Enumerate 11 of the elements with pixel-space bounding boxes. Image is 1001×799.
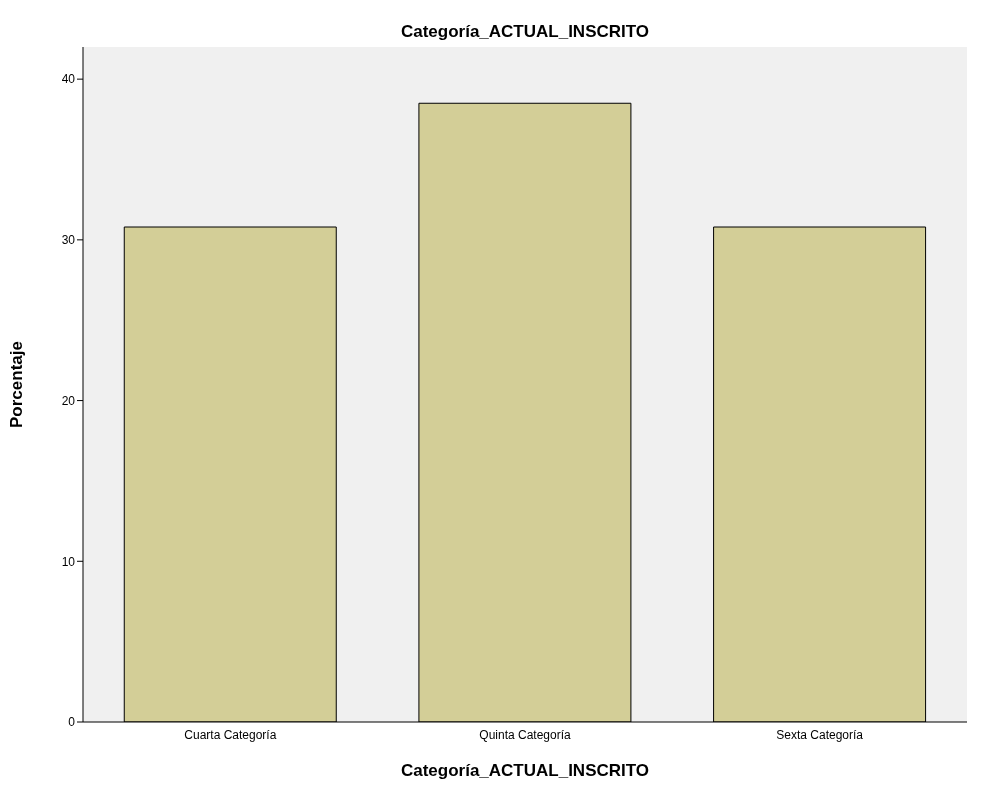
y-tick-label: 30 <box>61 233 76 248</box>
x-tick-label: Sexta Categoría <box>776 727 864 742</box>
x-axis-title: Categoría_ACTUAL_INSCRITO <box>400 761 650 780</box>
y-tick-label: 40 <box>61 72 76 87</box>
chart-title: Categoría_ACTUAL_INSCRITO <box>399 22 651 42</box>
x-tick-label: Quinta Categoría <box>479 727 572 742</box>
y-tick-label: 10 <box>61 554 76 569</box>
y-tick-label: 20 <box>61 393 76 408</box>
y-axis-title: Porcentaje <box>7 341 27 428</box>
y-tick-label: 0 <box>68 715 76 730</box>
x-tick-label: Cuarta Categoría <box>184 727 277 742</box>
